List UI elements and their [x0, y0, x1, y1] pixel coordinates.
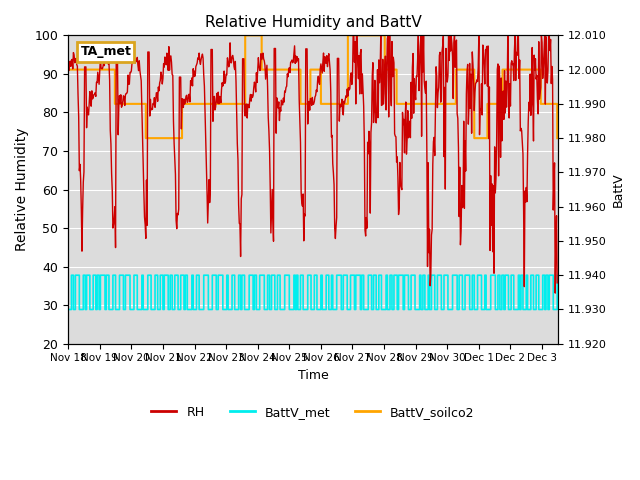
Y-axis label: Relative Humidity: Relative Humidity	[15, 128, 29, 252]
Text: TA_met: TA_met	[81, 46, 131, 59]
Y-axis label: BattV: BattV	[612, 172, 625, 207]
Legend: RH, BattV_met, BattV_soilco2: RH, BattV_met, BattV_soilco2	[147, 401, 479, 424]
Title: Relative Humidity and BattV: Relative Humidity and BattV	[205, 15, 421, 30]
X-axis label: Time: Time	[298, 369, 328, 382]
